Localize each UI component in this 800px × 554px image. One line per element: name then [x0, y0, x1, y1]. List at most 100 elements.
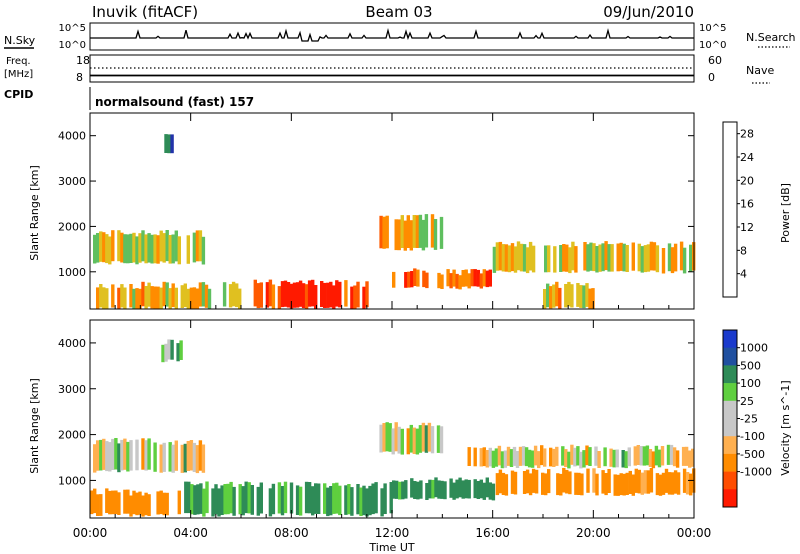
echo-cell: [670, 247, 675, 274]
echo-cell: [437, 480, 441, 499]
echo-cell: [651, 451, 656, 469]
echo-cell: [415, 428, 420, 455]
echo-cell: [161, 344, 165, 363]
echo-cell: [96, 287, 100, 309]
echo-cell: [670, 472, 675, 495]
echo-cell: [516, 241, 521, 271]
echo-cell: [195, 230, 200, 262]
echo-cell: [537, 451, 541, 469]
echo-cell: [519, 243, 524, 272]
echo-cell: [592, 468, 596, 493]
echo-cell: [391, 428, 395, 455]
echo-cell: [395, 480, 399, 499]
echo-cell: [424, 214, 429, 248]
echo-cell: [458, 477, 462, 498]
echo-cell: [192, 287, 197, 309]
echo-cell: [533, 445, 538, 466]
echo-cell: [418, 214, 423, 248]
echo-cell: [509, 449, 514, 467]
echo-cell: [385, 422, 389, 452]
echo-cell: [329, 281, 333, 308]
echo-cell: [546, 283, 550, 308]
echo-cell: [199, 483, 203, 514]
velocity-ylabel: Slant Range [km]: [28, 378, 41, 474]
echo-cell: [153, 286, 157, 309]
echo-cell: [304, 481, 309, 514]
echo-cell: [144, 492, 148, 516]
echo-cell: [317, 483, 321, 514]
cpid-label: CPID: [4, 88, 33, 101]
velocity-colorbar-swatch: [723, 489, 737, 508]
echo-cell: [561, 446, 565, 466]
velocity-colorbar-swatch: [723, 400, 737, 419]
echo-cell: [646, 470, 651, 494]
echo-cell: [323, 483, 327, 514]
echo-cell: [552, 284, 556, 308]
echo-cell: [217, 488, 221, 517]
echo-cell: [111, 284, 115, 308]
echo-cell: [428, 479, 432, 499]
echo-cell: [186, 288, 190, 309]
echo-cell: [335, 280, 339, 307]
echo-cell: [362, 286, 366, 309]
echo-cell: [392, 480, 396, 499]
echo-cell: [277, 482, 282, 514]
echo-cell: [329, 486, 333, 516]
echo-cell: [579, 451, 583, 469]
echo-cell: [356, 281, 360, 308]
echo-cell: [580, 473, 584, 496]
echo-cell: [167, 339, 171, 360]
echo-cell: [383, 483, 387, 514]
echo-cell: [467, 273, 471, 289]
echo-cell: [314, 285, 318, 309]
power-colorbar-tick-label: 4: [740, 268, 747, 281]
echo-cell: [661, 472, 666, 495]
power-data-cells: [93, 134, 696, 309]
power-colorbar-tick-label: 20: [740, 174, 754, 187]
echo-cell: [171, 283, 175, 308]
echo-cell: [102, 232, 106, 263]
echo-cell: [117, 230, 121, 262]
echo-cell: [153, 234, 157, 264]
echo-cell: [416, 481, 420, 500]
nave-tick-top: 60: [708, 54, 722, 67]
echo-cell: [379, 215, 383, 249]
echo-cell: [259, 282, 263, 308]
echo-cell: [394, 219, 398, 251]
echo-cell: [513, 246, 518, 273]
echo-cell: [120, 439, 124, 471]
echo-cell: [588, 288, 592, 309]
velocity-colorbar-tick-label: 25: [740, 395, 754, 408]
echo-cell: [394, 422, 398, 452]
echo-cell: [167, 134, 171, 154]
echo-cell: [105, 441, 109, 472]
velocity-colorbar-swatch: [723, 453, 737, 472]
echo-cell: [228, 284, 233, 308]
echo-cell: [406, 215, 410, 248]
echo-cell: [482, 482, 486, 500]
echo-cell: [114, 438, 118, 470]
echo-region-6: [543, 281, 595, 309]
echo-cell: [174, 230, 178, 262]
nsearch-tick-bottom: 10^0: [699, 40, 726, 51]
echo-region-0: [93, 230, 206, 265]
y-tick-label: 2000: [58, 220, 86, 233]
echo-cell: [443, 481, 447, 500]
echo-cell: [356, 484, 360, 515]
echo-cell: [241, 486, 245, 516]
x-tick-label: 00:00: [677, 526, 712, 540]
echo-cell: [615, 449, 619, 468]
echo-cell: [90, 490, 94, 515]
echo-cell: [407, 271, 411, 288]
echo-cell: [183, 443, 187, 473]
echo-cell: [669, 444, 674, 465]
echo-cell: [449, 478, 453, 498]
power-colorbar-tick-label: 12: [740, 221, 754, 234]
y-tick-label: 3000: [58, 383, 86, 396]
echo-cell: [298, 280, 303, 307]
echo-cell: [419, 480, 423, 499]
station-title: Inuvik (fitACF): [92, 3, 198, 21]
echo-cell: [637, 469, 641, 494]
echo-cell: [625, 472, 629, 495]
echo-cell: [271, 483, 276, 515]
